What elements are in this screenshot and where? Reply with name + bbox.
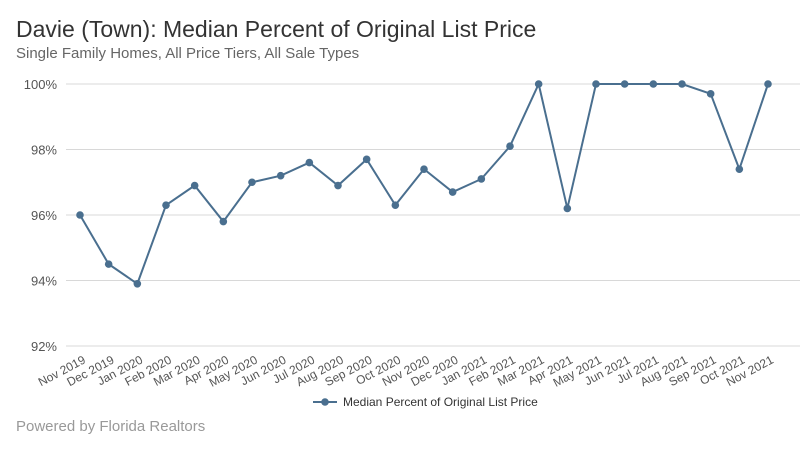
data-point[interactable] bbox=[706, 90, 715, 98]
data-point[interactable] bbox=[506, 142, 514, 151]
data-point[interactable] bbox=[420, 165, 428, 173]
data-point[interactable] bbox=[76, 211, 84, 219]
data-point[interactable] bbox=[190, 181, 199, 190]
data-point[interactable] bbox=[362, 155, 371, 164]
data-point[interactable] bbox=[334, 181, 342, 190]
data-point[interactable] bbox=[563, 204, 572, 213]
y-tick-label: 92% bbox=[31, 339, 57, 354]
data-point[interactable] bbox=[764, 80, 772, 88]
data-point[interactable] bbox=[534, 80, 543, 88]
legend-marker bbox=[321, 398, 329, 406]
data-point[interactable] bbox=[391, 201, 400, 209]
data-point[interactable] bbox=[248, 178, 256, 187]
data-point[interactable] bbox=[649, 80, 658, 88]
data-point[interactable] bbox=[678, 80, 686, 88]
y-tick-label: 98% bbox=[31, 143, 57, 158]
chart-subtitle: Single Family Homes, All Price Tiers, Al… bbox=[16, 45, 360, 62]
data-point[interactable] bbox=[448, 188, 457, 196]
data-point[interactable] bbox=[592, 80, 600, 88]
data-point[interactable] bbox=[133, 279, 142, 288]
footer-credit: Powered by Florida Realtors bbox=[16, 418, 206, 435]
data-point[interactable] bbox=[620, 80, 629, 88]
y-tick-label: 94% bbox=[31, 274, 57, 289]
legend-label[interactable]: Median Percent of Original List Price bbox=[343, 395, 538, 409]
chart-title: Davie (Town): Median Percent of Original… bbox=[16, 16, 537, 42]
y-tick-label: 100% bbox=[24, 77, 58, 92]
data-point[interactable] bbox=[276, 171, 285, 180]
series-line bbox=[79, 80, 769, 286]
data-point[interactable] bbox=[219, 217, 228, 226]
data-point[interactable] bbox=[162, 201, 170, 209]
y-tick-label: 96% bbox=[31, 208, 57, 223]
data-point[interactable] bbox=[305, 158, 314, 167]
data-point[interactable] bbox=[104, 260, 113, 268]
data-point[interactable] bbox=[735, 165, 744, 173]
data-point[interactable] bbox=[477, 175, 486, 183]
